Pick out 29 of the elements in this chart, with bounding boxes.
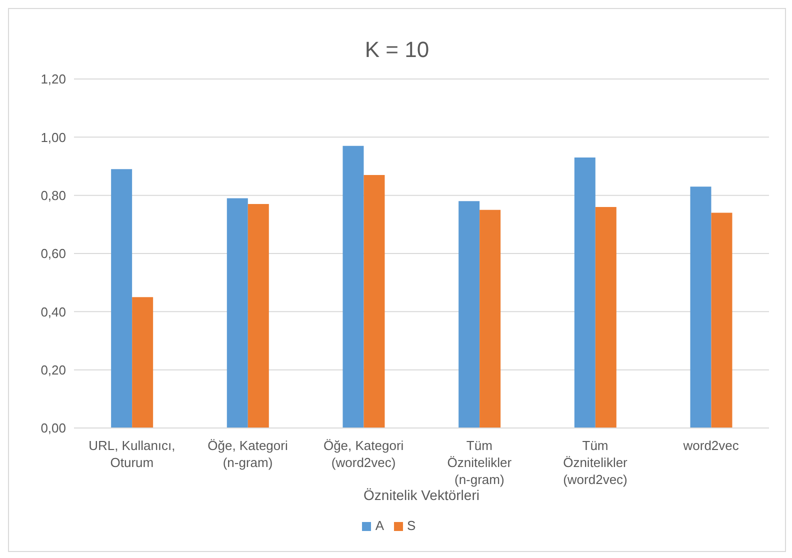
bar (690, 186, 712, 428)
y-tick-label: 0,00 (40, 420, 66, 436)
legend-label: A (375, 518, 384, 533)
y-tick-label: 0,60 (40, 246, 66, 262)
y-tick-label: 0,20 (40, 362, 66, 378)
bar (342, 146, 364, 428)
legend-label: S (407, 518, 416, 533)
bar (248, 204, 269, 428)
x-axis-title: Öznitelik Vektörleri (364, 487, 480, 503)
bar (574, 158, 596, 428)
bar (111, 169, 132, 428)
x-tick-label: Öğe, Kategori (n-gram) (208, 438, 288, 470)
x-tick-label: Tüm Öznitelikler (word2vec) (563, 438, 628, 487)
bar (480, 210, 501, 428)
x-tick-label: Öğe, Kategori (word2vec) (323, 438, 404, 470)
bar (226, 198, 248, 428)
bar (711, 212, 732, 428)
y-tick-label: 1,00 (40, 130, 66, 145)
bar (458, 201, 480, 428)
x-tick-label: URL, Kullanıcı, Oturum (88, 438, 176, 470)
x-tick-label: word2vec (682, 438, 740, 453)
y-tick-label: 1,20 (40, 72, 66, 87)
bar (364, 174, 385, 428)
bar (132, 297, 154, 428)
chart-title: K = 10 (364, 37, 430, 63)
x-tick-label: Tüm Öznitelikler (n-gram) (447, 438, 512, 487)
bar (595, 206, 616, 428)
y-tick-label: 0,80 (40, 188, 66, 203)
y-tick-label: 0,40 (40, 304, 66, 320)
